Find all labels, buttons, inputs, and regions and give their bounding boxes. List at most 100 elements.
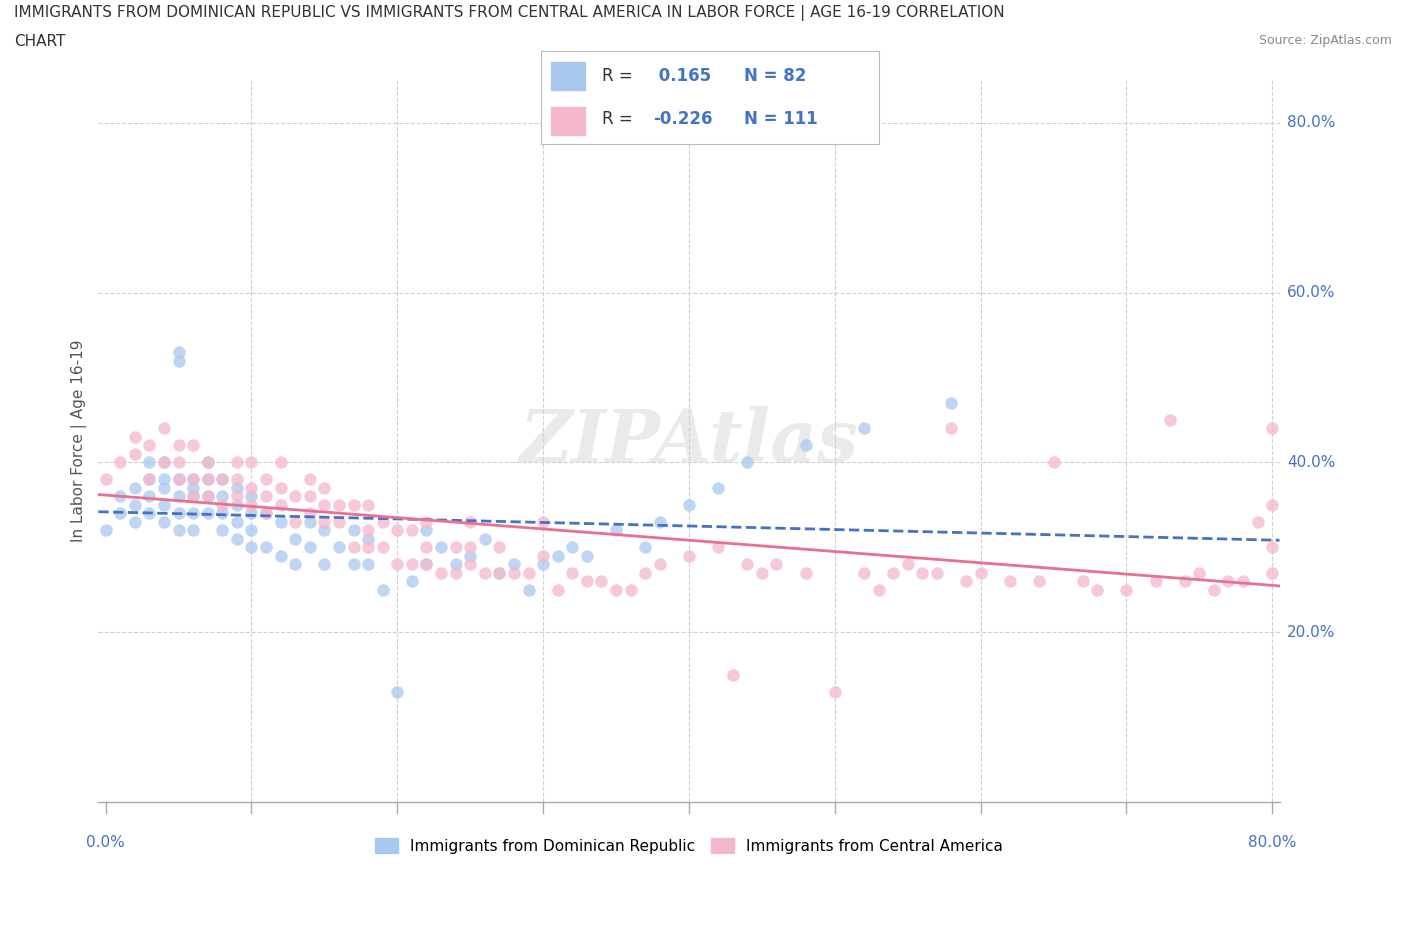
Point	[531, 557, 554, 572]
Point	[211, 472, 233, 487]
Point	[298, 540, 321, 555]
Point	[197, 472, 219, 487]
Point	[240, 540, 263, 555]
Point	[1218, 574, 1240, 589]
Point	[868, 582, 890, 597]
Point	[124, 481, 146, 496]
Point	[225, 489, 247, 504]
Point	[387, 684, 409, 699]
Point	[254, 506, 277, 521]
Point	[634, 540, 657, 555]
Point	[270, 514, 292, 529]
Point	[181, 489, 204, 504]
Point	[517, 565, 540, 580]
Point	[181, 481, 204, 496]
Point	[517, 582, 540, 597]
Text: 60.0%: 60.0%	[1286, 285, 1336, 300]
Point	[254, 506, 277, 521]
Point	[167, 345, 190, 360]
Point	[620, 582, 643, 597]
Point	[181, 523, 204, 538]
Point	[794, 438, 817, 453]
Point	[458, 549, 481, 564]
Point	[444, 540, 467, 555]
Point	[211, 472, 233, 487]
Point	[707, 540, 730, 555]
Point	[474, 565, 496, 580]
Point	[735, 557, 758, 572]
Point	[110, 489, 132, 504]
Point	[488, 540, 510, 555]
Point	[181, 472, 204, 487]
Point	[270, 481, 292, 496]
Text: CHART: CHART	[14, 34, 66, 49]
Text: R =: R =	[602, 67, 638, 86]
Point	[531, 514, 554, 529]
Text: IMMIGRANTS FROM DOMINICAN REPUBLIC VS IMMIGRANTS FROM CENTRAL AMERICA IN LABOR F: IMMIGRANTS FROM DOMINICAN REPUBLIC VS IM…	[14, 5, 1005, 20]
Point	[197, 489, 219, 504]
Point	[1261, 421, 1284, 436]
Point	[342, 540, 364, 555]
Point	[342, 557, 364, 572]
Point	[882, 565, 904, 580]
Point	[735, 455, 758, 470]
Point	[444, 565, 467, 580]
Text: N = 82: N = 82	[744, 67, 806, 86]
Point	[138, 438, 160, 453]
Point	[474, 532, 496, 547]
Point	[678, 549, 700, 564]
Point	[357, 557, 380, 572]
Point	[458, 540, 481, 555]
Point	[225, 498, 247, 512]
Point	[1115, 582, 1137, 597]
Point	[1202, 582, 1225, 597]
Point	[1261, 540, 1284, 555]
Point	[941, 395, 963, 410]
Point	[153, 455, 176, 470]
Point	[181, 438, 204, 453]
Point	[401, 574, 423, 589]
Point	[110, 506, 132, 521]
Point	[707, 481, 730, 496]
Point	[270, 455, 292, 470]
Point	[314, 557, 336, 572]
Point	[124, 430, 146, 445]
Point	[153, 421, 176, 436]
Point	[357, 532, 380, 547]
Point	[925, 565, 948, 580]
Point	[357, 498, 380, 512]
Point	[1261, 498, 1284, 512]
Point	[240, 506, 263, 521]
Point	[181, 489, 204, 504]
Point	[444, 557, 467, 572]
Point	[357, 523, 380, 538]
Text: 20.0%: 20.0%	[1286, 625, 1336, 640]
Point	[765, 557, 787, 572]
Point	[1028, 574, 1050, 589]
Point	[1174, 574, 1197, 589]
Point	[225, 514, 247, 529]
Point	[328, 514, 350, 529]
Point	[458, 557, 481, 572]
Point	[94, 472, 117, 487]
Point	[488, 565, 510, 580]
Point	[167, 353, 190, 368]
Point	[197, 455, 219, 470]
Point	[1085, 582, 1108, 597]
Point	[167, 489, 190, 504]
Point	[1042, 455, 1064, 470]
Text: 80.0%: 80.0%	[1286, 115, 1336, 130]
Point	[415, 557, 437, 572]
Point	[415, 540, 437, 555]
Point	[167, 523, 190, 538]
Point	[794, 565, 817, 580]
Point	[1071, 574, 1094, 589]
Point	[1232, 574, 1254, 589]
Point	[240, 523, 263, 538]
Point	[503, 565, 526, 580]
Point	[342, 523, 364, 538]
Text: N = 111: N = 111	[744, 110, 817, 128]
Point	[240, 489, 263, 504]
Point	[328, 540, 350, 555]
Point	[153, 514, 176, 529]
